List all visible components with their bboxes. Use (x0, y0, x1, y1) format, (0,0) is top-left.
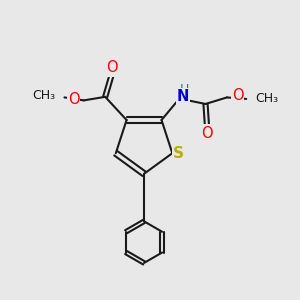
Text: H: H (179, 83, 189, 96)
Text: O: O (201, 126, 213, 141)
Text: CH₃: CH₃ (32, 89, 56, 102)
Text: S: S (173, 146, 184, 161)
Text: O: O (68, 92, 79, 107)
Text: N: N (177, 89, 189, 104)
Text: O: O (106, 61, 118, 76)
Text: CH₃: CH₃ (255, 92, 278, 105)
Text: O: O (232, 88, 243, 103)
